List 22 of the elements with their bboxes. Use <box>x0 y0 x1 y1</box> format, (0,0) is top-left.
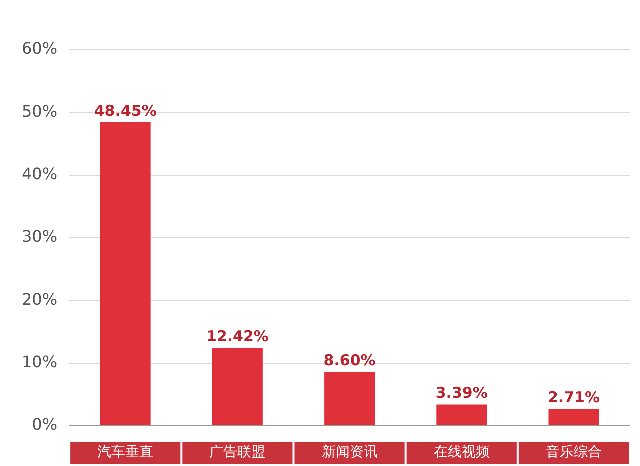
bar <box>548 409 600 426</box>
bar <box>212 348 263 426</box>
x-tick-label: 在线视频 <box>434 444 490 461</box>
y-tick-label: 60% <box>22 39 58 58</box>
y-tick-label: 50% <box>22 102 58 121</box>
data-label: 3.39% <box>436 384 488 402</box>
x-tick-label: 新闻资讯 <box>322 444 378 461</box>
x-tick-label: 汽车垂直 <box>98 444 154 461</box>
y-tick-label: 30% <box>22 227 58 246</box>
y-tick-label: 10% <box>22 352 58 372</box>
x-tick-label: 音乐综合 <box>546 444 602 461</box>
y-tick-label: 20% <box>22 290 58 309</box>
x-tick-label: 广告联盟 <box>210 444 266 461</box>
data-label: 48.45% <box>94 102 157 120</box>
data-label: 2.71% <box>548 388 600 406</box>
bar <box>324 372 375 426</box>
bar <box>436 404 488 426</box>
y-tick-label: 40% <box>22 164 58 184</box>
data-label: 12.42% <box>206 328 269 346</box>
data-label: 8.60% <box>324 351 376 370</box>
bar <box>100 122 151 426</box>
y-tick-label: 0% <box>32 415 58 434</box>
